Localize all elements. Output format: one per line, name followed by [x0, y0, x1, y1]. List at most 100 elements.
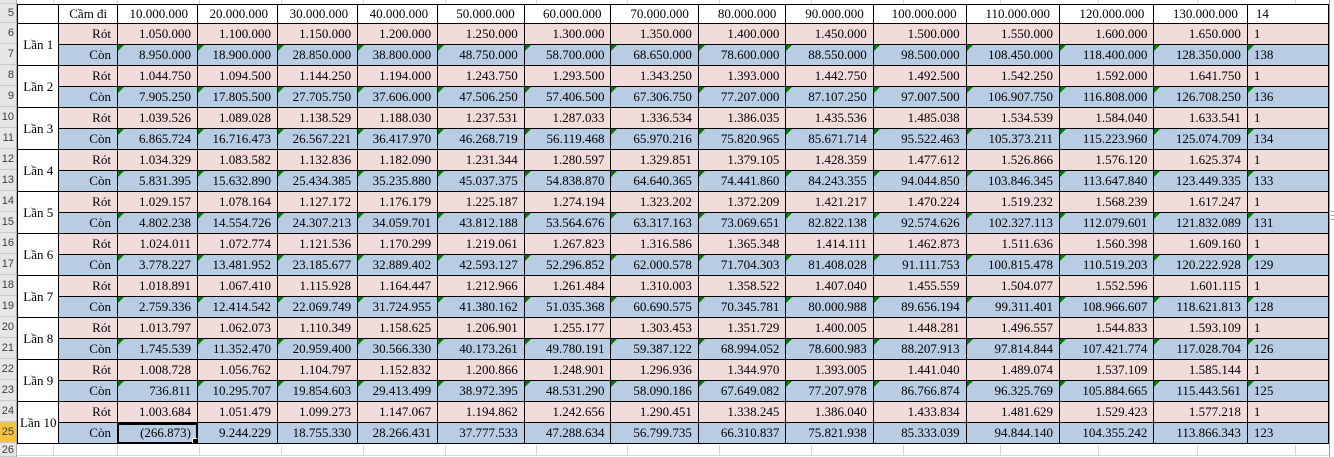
cell[interactable]: 1.448.281 — [872, 317, 967, 339]
fill-handle[interactable] — [192, 438, 197, 443]
cell[interactable]: 1.056.762 — [196, 359, 279, 381]
cell[interactable]: 1.290.451 — [610, 401, 699, 423]
cell[interactable]: 23.185.677 — [277, 254, 359, 276]
cell[interactable]: 1.421.217 — [785, 191, 874, 213]
cell[interactable]: 113.866.343 — [1153, 422, 1248, 444]
cell[interactable]: 15.632.890 — [196, 170, 279, 192]
cell[interactable]: 47.288.634 — [523, 422, 612, 444]
cell-partial[interactable]: 136 — [1246, 86, 1329, 108]
cell[interactable]: 1.194.000 — [357, 65, 439, 87]
cell[interactable]: 1.303.453 — [610, 317, 699, 339]
row-group-label[interactable]: Lần 6 — [17, 233, 60, 276]
cell[interactable]: 1.386.035 — [697, 107, 787, 129]
cell[interactable]: 36.417.970 — [357, 128, 439, 150]
cell[interactable]: 1.110.349 — [277, 317, 359, 339]
cell[interactable]: 1.609.160 — [1153, 233, 1248, 255]
cell[interactable]: 1.176.179 — [357, 191, 439, 213]
cell[interactable]: 1.542.250 — [965, 65, 1061, 87]
cell[interactable]: 1.519.232 — [965, 191, 1061, 213]
row-type-label[interactable]: Còn — [58, 380, 118, 402]
cell-partial[interactable]: 1 — [1246, 107, 1329, 129]
cell[interactable]: 1.358.522 — [697, 275, 787, 297]
cell[interactable]: 1.034.329 — [116, 149, 199, 171]
cell[interactable]: 7.905.250 — [116, 86, 199, 108]
cell[interactable]: 1.455.559 — [872, 275, 967, 297]
cell[interactable]: 54.838.870 — [523, 170, 612, 192]
cell[interactable]: 57.406.500 — [523, 86, 612, 108]
cell[interactable]: 1.592.000 — [1059, 65, 1155, 87]
cell[interactable]: 20.959.400 — [277, 338, 359, 360]
cell[interactable]: 1.121.536 — [277, 233, 359, 255]
cell[interactable]: 91.111.753 — [872, 254, 967, 276]
cell-partial[interactable]: 128 — [1246, 296, 1329, 318]
cell[interactable]: 1.372.209 — [697, 191, 787, 213]
cell-partial[interactable]: 138 — [1246, 44, 1329, 66]
cell[interactable]: 38.972.395 — [437, 380, 525, 402]
cell[interactable]: 58.090.186 — [610, 380, 699, 402]
cell[interactable]: 1.496.557 — [965, 317, 1061, 339]
cell[interactable]: 3.778.227 — [116, 254, 199, 276]
cell[interactable]: 1.008.728 — [116, 359, 199, 381]
cell[interactable]: 1.050.000 — [116, 23, 199, 45]
cell[interactable]: 1.248.901 — [523, 359, 612, 381]
cell[interactable]: 1.407.040 — [785, 275, 874, 297]
row-group-label[interactable]: Lần 2 — [17, 65, 60, 108]
cell[interactable]: 5.831.395 — [116, 170, 199, 192]
cell[interactable]: 115.443.561 — [1153, 380, 1248, 402]
cell[interactable]: 17.805.500 — [196, 86, 279, 108]
cell[interactable]: 736.811 — [116, 380, 199, 402]
row-group-label[interactable]: Lần 10 — [17, 401, 60, 444]
cell[interactable]: 105.373.211 — [965, 128, 1061, 150]
cell[interactable]: 1.477.612 — [872, 149, 967, 171]
cell[interactable]: 1.144.250 — [277, 65, 359, 87]
cell[interactable]: 1.544.833 — [1059, 317, 1155, 339]
cell[interactable]: 41.380.162 — [437, 296, 525, 318]
cell[interactable]: 1.225.187 — [437, 191, 525, 213]
cell-partial[interactable]: 1 — [1246, 65, 1329, 87]
row-type-label[interactable]: Rót — [58, 107, 118, 129]
cell[interactable]: 38.800.000 — [357, 44, 439, 66]
row-number[interactable]: 18 — [0, 275, 16, 296]
cell[interactable]: 58.700.000 — [523, 44, 612, 66]
column-header[interactable]: 30.000.000 — [277, 4, 359, 24]
cell[interactable]: 1.219.061 — [437, 233, 525, 255]
cell[interactable]: 108.450.000 — [965, 44, 1061, 66]
cell[interactable]: 43.812.188 — [437, 212, 525, 234]
row-number[interactable]: 11 — [0, 128, 16, 149]
cell[interactable]: 1.067.410 — [196, 275, 279, 297]
cell[interactable]: 67.306.750 — [610, 86, 699, 108]
cell[interactable]: 85.333.039 — [872, 422, 967, 444]
cell[interactable]: 37.777.533 — [437, 422, 525, 444]
row-type-label[interactable]: Còn — [58, 170, 118, 192]
row-type-label[interactable]: Rót — [58, 65, 118, 87]
cell[interactable]: 68.994.052 — [697, 338, 787, 360]
cell[interactable]: 96.325.769 — [965, 380, 1061, 402]
cell-partial[interactable]: 131 — [1246, 212, 1329, 234]
cell[interactable]: 112.079.601 — [1059, 212, 1155, 234]
cell[interactable]: 71.704.303 — [697, 254, 787, 276]
cell-partial[interactable]: 1 — [1246, 233, 1329, 255]
cell[interactable]: 1.024.011 — [116, 233, 199, 255]
cell[interactable]: 1.414.111 — [785, 233, 874, 255]
cell[interactable]: 115.223.960 — [1059, 128, 1155, 150]
row-number[interactable]: 16 — [0, 233, 16, 254]
row-group-label[interactable]: Lần 4 — [17, 149, 60, 192]
cell[interactable]: 1.237.531 — [437, 107, 525, 129]
cell[interactable]: 51.035.368 — [523, 296, 612, 318]
cell[interactable]: 118.621.813 — [1153, 296, 1248, 318]
cell[interactable]: 28.850.000 — [277, 44, 359, 66]
cell[interactable]: 1.164.447 — [357, 275, 439, 297]
cell[interactable]: 68.650.000 — [610, 44, 699, 66]
cell[interactable]: 1.255.177 — [523, 317, 612, 339]
cell[interactable]: 18.900.000 — [196, 44, 279, 66]
cell[interactable]: 1.442.750 — [785, 65, 874, 87]
row-type-label[interactable]: Rót — [58, 149, 118, 171]
cell[interactable]: 13.481.952 — [196, 254, 279, 276]
cell[interactable]: 103.846.345 — [965, 170, 1061, 192]
row-number[interactable] — [0, 0, 16, 4]
cell[interactable]: 1.083.582 — [196, 149, 279, 171]
row-number[interactable]: 26 — [0, 443, 16, 457]
cell[interactable]: 118.400.000 — [1059, 44, 1155, 66]
cell[interactable]: 74.441.860 — [697, 170, 787, 192]
row-number[interactable]: 19 — [0, 296, 16, 317]
